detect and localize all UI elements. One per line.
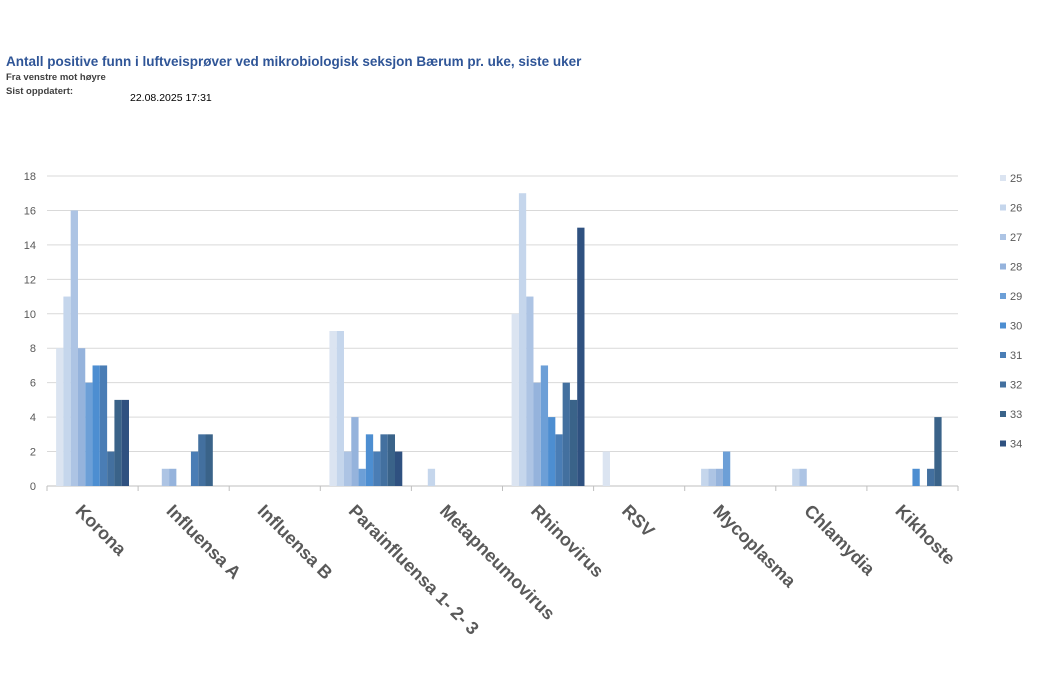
bar-28-1	[169, 468, 177, 486]
y-tick-label: 2	[30, 447, 36, 459]
bar-30-9	[912, 468, 920, 486]
legend-swatch-25	[1000, 175, 1006, 181]
legend-label-27: 27	[1010, 232, 1022, 244]
legend-swatch-32	[1000, 381, 1006, 388]
y-tick-label: 10	[24, 309, 36, 321]
category-label: Chlamydia	[800, 501, 879, 580]
category-label: Korona	[72, 501, 131, 560]
bar-31-5	[555, 434, 563, 486]
bar-29-3	[358, 468, 366, 486]
bar-26-3	[336, 331, 344, 486]
bar-30-3	[365, 434, 374, 486]
bar-30-0	[92, 365, 100, 486]
bar-28-7	[715, 468, 723, 486]
legend-swatch-27	[1000, 234, 1006, 240]
bar-32-3	[380, 434, 388, 486]
bar-26-4	[427, 468, 436, 486]
bar-26-7	[701, 468, 709, 486]
bar-27-1	[161, 468, 170, 486]
legend-label-30: 30	[1010, 321, 1022, 333]
bar-25-5	[511, 313, 519, 486]
legend-swatch-30	[1000, 322, 1006, 329]
category-label: RSV	[618, 501, 658, 541]
bar-28-5	[533, 382, 541, 486]
bar-33-1	[205, 434, 213, 486]
legend-label-28: 28	[1010, 262, 1022, 274]
category-label: Mycoplasma	[709, 501, 800, 592]
bar-29-0	[85, 382, 93, 486]
legend-label-26: 26	[1010, 203, 1022, 215]
category-label: Influensa A	[163, 501, 245, 583]
bar-27-3	[343, 451, 352, 486]
chart-subtitle: Fra venstre mot høyre	[6, 72, 106, 83]
legend-swatch-28	[1000, 263, 1006, 270]
bar-29-7	[722, 451, 731, 486]
bar-34-0	[121, 399, 129, 486]
bar-31-3	[373, 451, 381, 486]
bar-27-0	[70, 210, 78, 486]
bar-25-3	[329, 331, 337, 486]
bar-29-5	[540, 365, 549, 486]
bar-28-0	[77, 348, 86, 486]
last-updated-value: 22.08.2025 17:31	[130, 92, 212, 104]
legend-label-31: 31	[1010, 350, 1022, 362]
bar-26-8	[792, 468, 800, 486]
bar-33-5	[569, 399, 578, 486]
bar-34-3	[395, 451, 403, 486]
bar-33-9	[934, 417, 942, 486]
bar-33-0	[114, 399, 122, 486]
y-tick-label: 8	[30, 343, 36, 355]
bar-27-7	[708, 468, 716, 486]
bar-28-3	[351, 417, 359, 486]
category-label: Kikhoste	[891, 501, 959, 569]
y-tick-label: 6	[30, 378, 36, 390]
bar-33-3	[387, 434, 396, 486]
bar-26-0	[63, 296, 71, 486]
bar-31-0	[99, 365, 108, 486]
bar-32-1	[198, 434, 206, 486]
y-tick-label: 16	[24, 205, 36, 217]
bar-25-6	[602, 451, 610, 486]
bar-34-5	[577, 227, 585, 486]
bar-25-0	[56, 348, 64, 486]
bar-27-5	[526, 296, 534, 486]
y-tick-label: 14	[24, 240, 36, 252]
legend-label-34: 34	[1010, 439, 1022, 451]
category-label: Influensa B	[254, 501, 337, 584]
legend-label-33: 33	[1010, 409, 1022, 421]
y-tick-label: 18	[24, 171, 36, 183]
bar-30-5	[548, 417, 556, 486]
y-tick-label: 12	[24, 274, 36, 286]
bar-26-5	[518, 193, 527, 486]
legend-swatch-31	[1000, 352, 1006, 358]
legend-swatch-26	[1000, 204, 1006, 211]
bar-32-0	[107, 451, 115, 486]
bar-31-1	[190, 451, 199, 486]
legend-swatch-29	[1000, 293, 1006, 299]
legend-label-29: 29	[1010, 291, 1022, 303]
last-updated-label: Sist oppdatert:	[6, 86, 74, 97]
legend-label-32: 32	[1010, 380, 1022, 392]
category-label: Rhinovirus	[527, 501, 608, 582]
chart-title: Antall positive funn i luftveisprøver ve…	[6, 54, 582, 69]
legend-label-25: 25	[1010, 173, 1022, 185]
bar-32-9	[927, 468, 935, 486]
y-tick-label: 4	[30, 412, 36, 424]
bar-32-5	[562, 382, 570, 486]
legend-swatch-34	[1000, 440, 1006, 447]
legend-swatch-33	[1000, 411, 1006, 417]
y-tick-label: 0	[30, 481, 36, 493]
bar-27-8	[799, 468, 807, 486]
